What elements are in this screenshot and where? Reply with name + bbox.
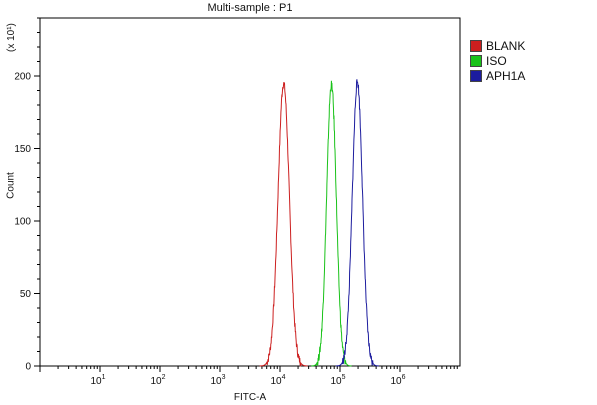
legend: BLANK ISO APH1A: [470, 38, 525, 83]
x-axis-label: FITC-A: [233, 392, 267, 403]
x-tick-label: 105: [330, 374, 345, 387]
x-tick-label: 104: [270, 374, 285, 387]
y-axis: 0 50 100 150 200: [14, 17, 40, 373]
legend-swatch-blank: [470, 39, 482, 52]
legend-label-blank: BLANK: [486, 38, 526, 53]
series-line-aph1a: [335, 79, 380, 367]
legend-label-aph1a: APH1A: [486, 68, 526, 83]
y-tick-label: 100: [14, 217, 31, 228]
legend-swatch-iso: [470, 54, 482, 67]
legend-item-aph1a: APH1A: [470, 68, 525, 83]
x-axis: 101 102 103 104 105 106: [39, 366, 458, 387]
plot-frame: [39, 17, 461, 367]
series-line-blank: [259, 81, 308, 367]
legend-item-blank: BLANK: [470, 38, 525, 53]
x-tick-label: 106: [390, 374, 405, 387]
legend-item-iso: ISO: [470, 53, 525, 68]
x-tick-label: 102: [150, 374, 165, 387]
y-axis-label: Count: [5, 172, 17, 199]
x-tick-label: 101: [90, 374, 105, 387]
y-tick-label: 50: [20, 289, 32, 300]
x-tick-label: 103: [210, 374, 225, 387]
y-tick-label: 150: [14, 144, 31, 155]
y-scale-note: (x 10¹): [6, 23, 17, 52]
legend-label-iso: ISO: [486, 53, 507, 68]
series-line-iso: [311, 80, 352, 367]
y-tick-label: 0: [25, 362, 31, 373]
legend-swatch-aph1a: [470, 69, 482, 82]
chart-title: Multi-sample : P1: [207, 2, 293, 14]
series-group: [259, 79, 380, 367]
y-tick-label: 200: [14, 72, 31, 83]
